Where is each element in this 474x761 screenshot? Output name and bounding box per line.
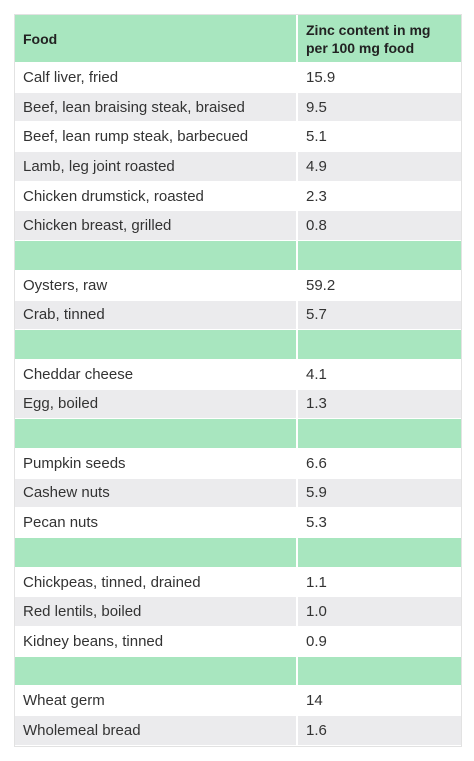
zinc-cell: 2.3 xyxy=(306,187,327,205)
food-cell: Beef, lean rump steak, barbecued xyxy=(15,122,298,152)
zinc-cell: 1.6 xyxy=(306,721,327,739)
table-row: Kidney beans, tinned 0.9 xyxy=(15,627,461,657)
zinc-cell: 0.9 xyxy=(306,632,327,650)
table-row: Cheddar cheese 4.1 xyxy=(15,359,461,390)
table-row: Chicken drumstick, roasted 2.3 xyxy=(15,181,461,212)
separator-cell xyxy=(15,538,298,567)
zinc-cell: 1.0 xyxy=(306,603,327,621)
food-cell: Chicken breast, grilled xyxy=(15,211,298,241)
zinc-cell: 6.6 xyxy=(306,454,327,472)
food-cell: Wholemeal bread xyxy=(15,716,298,745)
table-row: Pecan nuts 5.3 xyxy=(15,508,461,538)
separator-cell xyxy=(15,419,298,448)
separator-cell xyxy=(298,241,461,270)
table-row: Calf liver, fried 15.9 xyxy=(15,63,461,93)
zinc-cell: 14 xyxy=(306,692,323,710)
food-cell: Lamb, leg joint roasted xyxy=(15,152,298,181)
separator-row xyxy=(15,419,461,449)
zinc-cell: 0.8 xyxy=(306,217,327,235)
zinc-cell: 5.3 xyxy=(306,514,327,532)
food-cell: Red lentils, boiled xyxy=(15,597,298,627)
table-row: Crab, tinned 5.7 xyxy=(15,300,461,331)
zinc-cell: 4.1 xyxy=(306,365,327,383)
food-cell: Pecan nuts xyxy=(15,508,298,537)
food-cell: Oysters, raw xyxy=(15,270,298,300)
separator-cell xyxy=(15,656,298,686)
food-cell: Chickpeas, tinned, drained xyxy=(15,567,298,597)
food-cell: Kidney beans, tinned xyxy=(15,627,298,656)
table-row: Chicken breast, grilled 0.8 xyxy=(15,211,461,242)
zinc-cell: 1.3 xyxy=(306,395,327,413)
table-row: Red lentils, boiled 1.0 xyxy=(15,597,461,628)
food-cell: Calf liver, fried xyxy=(15,63,298,92)
table-row: Pumpkin seeds 6.6 xyxy=(15,448,461,479)
food-cell: Egg, boiled xyxy=(15,389,298,419)
table-row: Wholemeal bread 1.6 xyxy=(15,716,461,746)
separator-cell xyxy=(298,538,461,567)
table-row: Egg, boiled 1.3 xyxy=(15,389,461,420)
separator-cell xyxy=(15,330,298,359)
zinc-cell: 5.7 xyxy=(306,306,327,324)
food-cell: Beef, lean braising steak, braised xyxy=(15,92,298,122)
zinc-cell: 15.9 xyxy=(306,68,336,86)
separator-cell xyxy=(298,419,461,448)
separator-row xyxy=(15,330,461,360)
food-cell: Chicken drumstick, roasted xyxy=(15,181,298,211)
zinc-cell: 4.9 xyxy=(306,157,327,175)
separator-row xyxy=(15,538,461,568)
food-cell: Pumpkin seeds xyxy=(15,448,298,478)
zinc-cell: 5.9 xyxy=(306,484,327,502)
separator-cell xyxy=(298,657,461,686)
table-row: Lamb, leg joint roasted 4.9 xyxy=(15,152,461,182)
table-row: Oysters, raw 59.2 xyxy=(15,270,461,301)
zinc-cell: 59.2 xyxy=(306,276,336,294)
table-row: Cashew nuts 5.9 xyxy=(15,478,461,509)
separator-cell xyxy=(298,330,461,359)
separator-row xyxy=(15,656,461,687)
table-row: Beef, lean rump steak, barbecued 5.1 xyxy=(15,122,461,153)
food-cell: Cheddar cheese xyxy=(15,359,298,389)
header-cell: Zinc content in mg per 100 mg food xyxy=(306,21,431,56)
zinc-table: Food Zinc content in mg per 100 mg food … xyxy=(14,14,462,747)
food-cell: Cashew nuts xyxy=(15,478,298,508)
table-row: Beef, lean braising steak, braised 9.5 xyxy=(15,92,461,123)
food-cell: Wheat germ xyxy=(15,686,298,716)
food-cell: Crab, tinned xyxy=(15,300,298,330)
header-cell: Food xyxy=(15,15,298,62)
table-row: Wheat germ 14 xyxy=(15,686,461,717)
zinc-cell: 5.1 xyxy=(306,128,327,146)
zinc-cell: 9.5 xyxy=(306,98,327,116)
separator-row xyxy=(15,241,461,271)
separator-cell xyxy=(15,241,298,270)
header-row: Food Zinc content in mg per 100 mg food xyxy=(15,15,461,63)
table-row: Chickpeas, tinned, drained 1.1 xyxy=(15,567,461,598)
zinc-cell: 1.1 xyxy=(306,573,327,591)
